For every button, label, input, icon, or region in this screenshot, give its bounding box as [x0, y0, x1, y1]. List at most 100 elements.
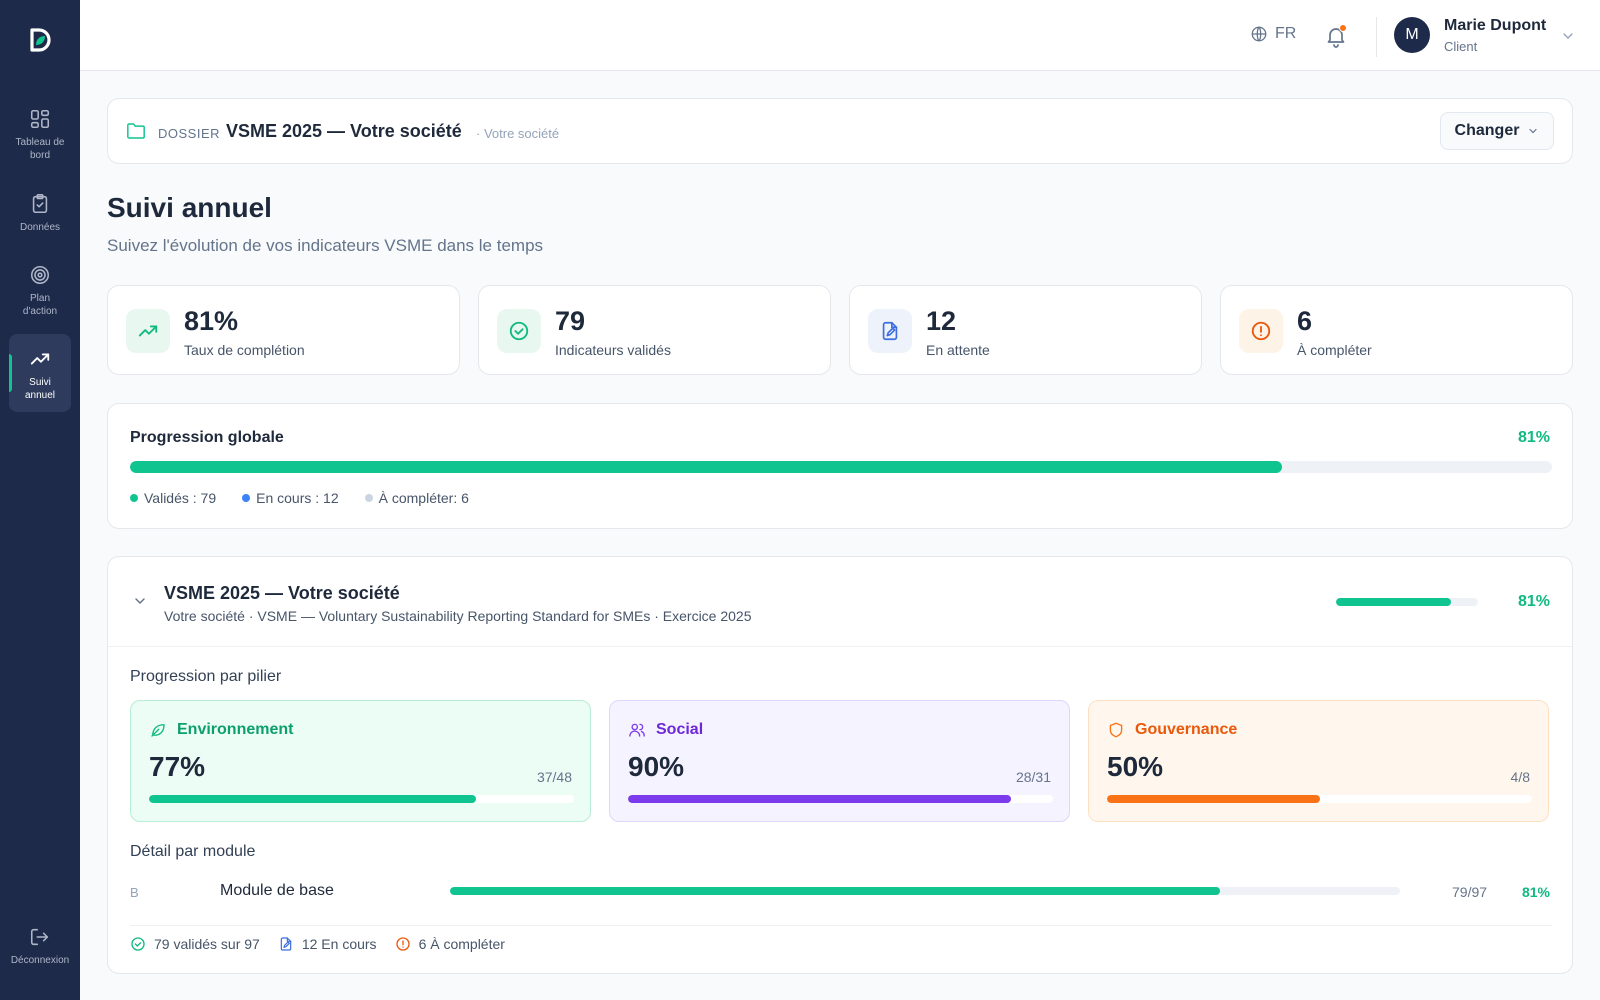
chevron-down-icon[interactable] — [1560, 28, 1576, 44]
legend-dot — [130, 494, 138, 502]
pillars-title: Progression par pilier — [130, 668, 282, 685]
trending-up-icon — [29, 348, 51, 376]
check-circle-icon — [130, 936, 146, 952]
notification-dot — [1339, 24, 1347, 32]
alert-circle-icon — [1239, 309, 1283, 353]
summary-in-progress: 12 En cours — [278, 936, 377, 952]
pillar-progress-bar — [1107, 795, 1532, 803]
module-percent: 81% — [1521, 884, 1550, 900]
pillar-percent: 77% — [149, 751, 206, 782]
divider — [130, 925, 1552, 926]
sidebar-item-suivi-annuel[interactable]: Suivi annuel — [9, 334, 71, 412]
file-edit-icon — [278, 936, 294, 952]
pillar-progress-fill — [628, 795, 1011, 803]
file-edit-icon — [868, 309, 912, 353]
pillar-card-gouvernance: Gouvernance 50% 4/8 — [1088, 700, 1549, 822]
collapse-chevron-icon[interactable] — [132, 593, 148, 609]
dossier-bar: DOSSIER VSME 2025 — Votre société · Votr… — [107, 98, 1573, 164]
stat-label: À compléter — [1297, 342, 1372, 358]
pillar-name: Social — [656, 721, 704, 738]
legend-label: Validés : 79 — [144, 490, 217, 506]
stat-value: 6 — [1297, 306, 1313, 336]
sidebar-item-donnees[interactable]: Données — [9, 193, 71, 237]
user-name[interactable]: Marie Dupont — [1444, 17, 1547, 34]
legend-dot — [364, 494, 373, 502]
active-indicator — [9, 354, 12, 392]
legend-label: À compléter: 6 — [378, 490, 469, 506]
modules-title: Détail par module — [130, 843, 256, 860]
legend-item-to-complete: À compléter: 6 — [364, 490, 469, 506]
detail-progress-fill — [1336, 598, 1452, 606]
stat-value: 81% — [184, 306, 239, 336]
avatar[interactable]: M — [1394, 17, 1430, 53]
pillar-progress-fill — [149, 795, 477, 803]
stat-card-to-complete: 6 À compléter — [1220, 285, 1573, 375]
globe-icon — [1250, 25, 1268, 43]
global-progress-card: Progression globale 81% Validés : 79 En … — [107, 403, 1573, 529]
summary-label: 6 À compléter — [418, 936, 505, 952]
change-dossier-label: Changer — [1454, 122, 1520, 139]
summary-label: 79 validés sur 97 — [154, 936, 260, 952]
trending-up-icon — [126, 309, 170, 353]
stat-label: Taux de complétion — [184, 342, 305, 358]
change-dossier-button[interactable]: Changer — [1440, 112, 1554, 150]
global-progress-percent: 81% — [1517, 429, 1550, 446]
pillar-card-environnement: Environnement 77% 37/48 — [130, 700, 591, 822]
sidebar: Tableau de bord Données Plan d'action Su… — [0, 0, 80, 1000]
global-progress-fill — [130, 461, 1282, 473]
global-progress-title: Progression globale — [130, 429, 284, 446]
logout-button[interactable]: Déconnexion — [9, 926, 71, 974]
check-circle-icon — [497, 309, 541, 353]
stat-card-validated: 79 Indicateurs validés — [478, 285, 831, 375]
pillar-percent: 50% — [1107, 751, 1164, 782]
language-selector[interactable]: FR — [1250, 25, 1296, 43]
summary-to-complete: 6 À compléter — [395, 936, 505, 952]
summary-validated: 79 validés sur 97 — [130, 936, 260, 952]
module-name: Module de base — [220, 882, 334, 899]
sidebar-item-label: Suivi annuel — [24, 377, 56, 401]
notifications-button[interactable] — [1324, 24, 1348, 48]
leaf-icon — [149, 721, 167, 739]
clipboard-check-icon — [29, 193, 51, 221]
pillar-progress-bar — [149, 795, 574, 803]
pillar-progress-fill — [1107, 795, 1320, 803]
pillar-count: 4/8 — [1510, 769, 1530, 785]
dossier-label: DOSSIER — [158, 126, 221, 141]
pillar-count: 37/48 — [536, 769, 572, 785]
pillar-card-social: Social 90% 28/31 — [609, 700, 1070, 822]
pillar-name: Gouvernance — [1135, 721, 1238, 738]
summary-label: 12 En cours — [301, 936, 377, 952]
global-progress-legend: Validés : 79 En cours : 12 À compléter: … — [130, 490, 469, 506]
dashboard-grid-icon — [29, 108, 51, 136]
detail-title: VSME 2025 — Votre société — [164, 583, 400, 603]
dossier-subtitle: · Votre société — [476, 126, 560, 141]
user-role: Client — [1444, 39, 1478, 54]
pillar-progress-bar — [628, 795, 1053, 803]
shield-icon — [1107, 721, 1125, 739]
folder-icon — [126, 122, 146, 140]
sidebar-item-dashboard[interactable]: Tableau de bord — [9, 108, 71, 164]
sidebar-item-label: Données — [19, 222, 61, 233]
legend-label: En cours : 12 — [256, 490, 339, 506]
detail-percent: 81% — [1517, 593, 1550, 610]
legend-dot — [242, 494, 251, 502]
module-progress-fill — [450, 887, 1220, 895]
app-logo[interactable] — [26, 26, 54, 54]
module-letter: B — [130, 885, 139, 900]
users-icon — [628, 721, 646, 739]
stat-card-pending: 12 En attente — [849, 285, 1202, 375]
stat-card-completion: 81% Taux de complétion — [107, 285, 460, 375]
module-count: 79/97 — [1452, 884, 1488, 900]
pillar-count: 28/31 — [1015, 769, 1051, 785]
sidebar-item-plan-action[interactable]: Plan d'action — [9, 264, 71, 320]
detail-progress-bar — [1336, 598, 1478, 606]
dossier-detail-card: VSME 2025 — Votre société Votre société … — [107, 556, 1573, 974]
sidebar-item-label: Plan d'action — [22, 293, 58, 317]
sidebar-item-label: Tableau de bord — [15, 137, 65, 161]
alert-circle-icon — [395, 936, 411, 952]
page-subtitle: Suivez l'évolution de vos indicateurs VS… — [107, 236, 544, 255]
global-progress-bar — [130, 461, 1552, 473]
stat-label: Indicateurs validés — [555, 342, 671, 358]
stat-value: 79 — [555, 306, 586, 336]
chevron-down-icon — [1527, 125, 1539, 137]
